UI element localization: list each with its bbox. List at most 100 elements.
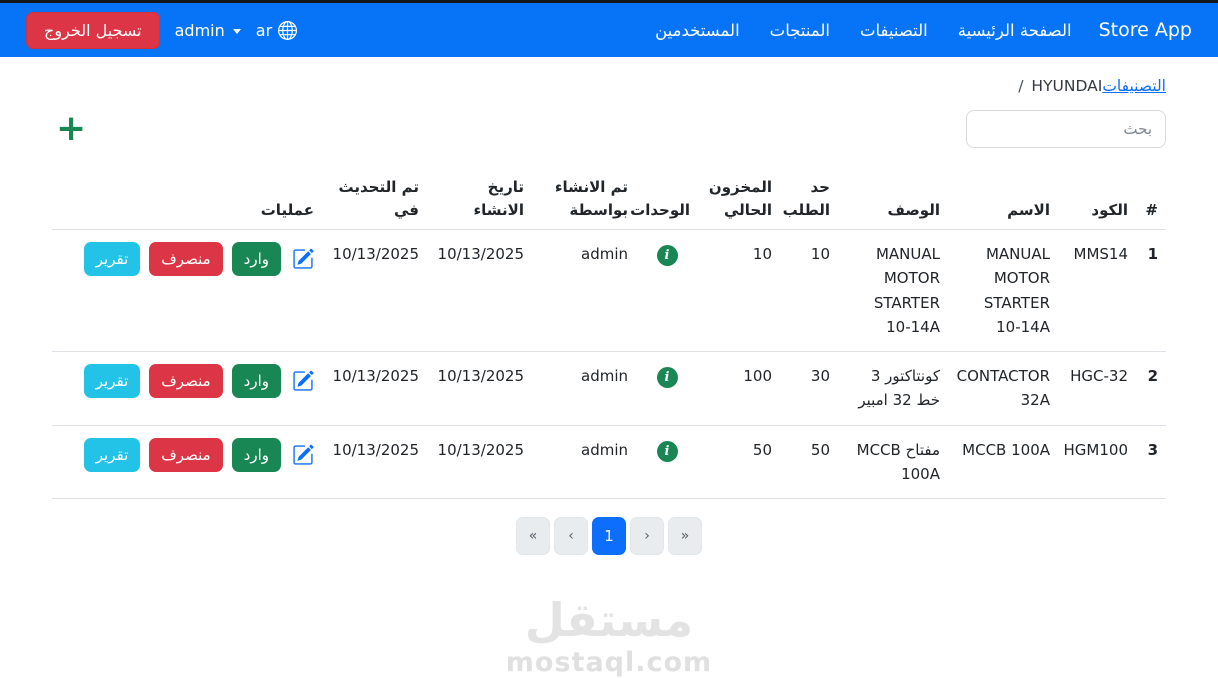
header-number: #: [1136, 168, 1166, 230]
pagination-next-button[interactable]: ›: [630, 517, 664, 556]
main-content: التصنيفات HYUNDAI / + # الكود الاسم الوص…: [52, 77, 1166, 556]
outgoing-button[interactable]: منصرف: [149, 364, 223, 399]
cell-units: i: [636, 229, 698, 353]
units-info-icon[interactable]: i: [656, 367, 678, 389]
cell-code: MMS14: [1058, 229, 1136, 353]
outgoing-button[interactable]: منصرف: [149, 437, 223, 472]
toolbar: +: [52, 110, 1166, 148]
cell-order-limit: 10: [780, 229, 838, 353]
header-updated-at: تم التحديث في: [322, 168, 427, 230]
app-brand[interactable]: Store App: [1098, 19, 1192, 41]
report-button[interactable]: تقرير: [83, 364, 141, 399]
nav-item-home[interactable]: الصفحة الرئيسية: [957, 20, 1072, 40]
pencil-square-icon: [293, 248, 314, 269]
chevron-down-icon: [232, 28, 241, 34]
window-top-edge: [0, 0, 1218, 3]
cell-current-stock: 50: [698, 425, 780, 500]
edit-button[interactable]: [292, 248, 314, 270]
cell-code: HGM100: [1058, 425, 1136, 500]
cell-actions: وارد منصرف تقرير: [52, 425, 322, 500]
cell-created-at: 10/13/2025: [427, 425, 532, 500]
cell-code: HGC-32: [1058, 351, 1136, 426]
edit-button[interactable]: [292, 370, 314, 392]
cell-created-at: 10/13/2025: [427, 229, 532, 353]
cell-number: 3: [1136, 425, 1166, 500]
cell-created-by: admin: [532, 425, 636, 500]
report-button[interactable]: تقرير: [83, 437, 141, 472]
pagination-last-button[interactable]: »: [668, 517, 702, 556]
logout-button[interactable]: تسجيل الخروج: [26, 11, 160, 49]
cell-updated-at: 10/13/2025: [322, 425, 427, 500]
table-header-row: # الكود الاسم الوصف حد الطلب المخزون الح…: [52, 168, 1166, 230]
watermark: مستقل mostaql.com: [0, 595, 1218, 678]
cell-actions: وارد منصرف تقرير: [52, 351, 322, 426]
cell-number: 2: [1136, 351, 1166, 426]
navbar-left-cluster: تسجيل الخروج admin ar: [26, 11, 298, 49]
header-order-limit: حد الطلب: [780, 168, 838, 230]
pagination-page-1[interactable]: 1: [592, 517, 626, 556]
header-name: الاسم: [948, 168, 1058, 230]
user-name-label: admin: [174, 20, 225, 40]
watermark-logo: مستقل: [524, 593, 694, 648]
incoming-button[interactable]: وارد: [231, 242, 281, 276]
report-button[interactable]: تقرير: [83, 242, 141, 276]
add-item-button[interactable]: +: [56, 108, 87, 149]
header-description: الوصف: [838, 168, 948, 230]
breadcrumb: التصنيفات HYUNDAI /: [52, 77, 1166, 95]
cell-units: i: [636, 425, 698, 500]
cell-current-stock: 100: [698, 351, 780, 426]
breadcrumb-current-item: HYUNDAI: [1031, 77, 1103, 95]
search-input[interactable]: [966, 110, 1166, 148]
nav-item-users[interactable]: المستخدمين: [655, 20, 740, 40]
cell-name: CONTACTOR 32A: [948, 351, 1058, 426]
cell-current-stock: 10: [698, 229, 780, 353]
cell-description: مفتاح MCCB 100A: [838, 425, 948, 500]
header-current-stock: المخزون الحالي: [698, 168, 780, 230]
incoming-button[interactable]: وارد: [231, 437, 281, 472]
cell-updated-at: 10/13/2025: [322, 229, 427, 353]
cell-number: 1: [1136, 229, 1166, 353]
watermark-domain: mostaql.com: [505, 646, 713, 678]
navbar: تسجيل الخروج admin ar الصفحة الرئيسية ال…: [0, 3, 1218, 57]
cell-units: i: [636, 351, 698, 426]
nav-item-categories[interactable]: التصنيفات: [860, 20, 928, 40]
products-table: # الكود الاسم الوصف حد الطلب المخزون الح…: [52, 168, 1166, 500]
nav-menu: الصفحة الرئيسية التصنيفات المنتجات المست…: [655, 21, 1071, 40]
table-row: 3 HGM100 MCCB 100A مفتاح MCCB 100A 50 50…: [52, 425, 1166, 500]
pencil-square-icon: [293, 444, 314, 465]
edit-button[interactable]: [292, 444, 314, 466]
cell-name: MANUAL MOTOR STARTER 10-14A: [948, 229, 1058, 353]
nav-item-products[interactable]: المنتجات: [769, 20, 830, 40]
header-created-by: تم الانشاء بواسطة: [532, 168, 636, 230]
cell-description: MANUAL MOTOR STARTER 10-14A: [838, 229, 948, 353]
cell-created-at: 10/13/2025: [427, 351, 532, 426]
pagination-first-button[interactable]: «: [516, 517, 550, 556]
header-created-at: تاريخ الانشاء: [427, 168, 532, 230]
pagination-prev-button[interactable]: ‹: [554, 517, 588, 556]
globe-icon: [278, 20, 298, 40]
pencil-square-icon: [293, 370, 314, 391]
cell-created-by: admin: [532, 351, 636, 426]
cell-actions: وارد منصرف تقرير: [52, 229, 322, 353]
cell-name: MCCB 100A: [948, 425, 1058, 500]
cell-description: كونتاكتور 3 خط 32 امبير: [838, 351, 948, 426]
cell-created-by: admin: [532, 229, 636, 353]
language-code-label: ar: [255, 20, 273, 40]
units-info-icon[interactable]: i: [656, 245, 678, 267]
units-info-icon[interactable]: i: [656, 440, 678, 462]
table-row: 1 MMS14 MANUAL MOTOR STARTER 10-14A MANU…: [52, 229, 1166, 353]
language-switcher[interactable]: ar: [255, 20, 298, 40]
pagination: « ‹ 1 › »: [52, 517, 1166, 556]
outgoing-button[interactable]: منصرف: [149, 242, 223, 276]
cell-order-limit: 30: [780, 351, 838, 426]
header-units: الوحدات: [630, 168, 698, 230]
user-dropdown[interactable]: admin: [175, 21, 241, 40]
cell-order-limit: 50: [780, 425, 838, 500]
header-code: الكود: [1058, 168, 1136, 230]
breadcrumb-separator: /: [1018, 77, 1024, 95]
incoming-button[interactable]: وارد: [231, 364, 281, 399]
cell-updated-at: 10/13/2025: [322, 351, 427, 426]
breadcrumb-category-link[interactable]: التصنيفات: [1102, 77, 1166, 95]
table-row: 2 HGC-32 CONTACTOR 32A كونتاكتور 3 خط 32…: [52, 351, 1166, 426]
header-actions: عمليات: [52, 168, 322, 230]
